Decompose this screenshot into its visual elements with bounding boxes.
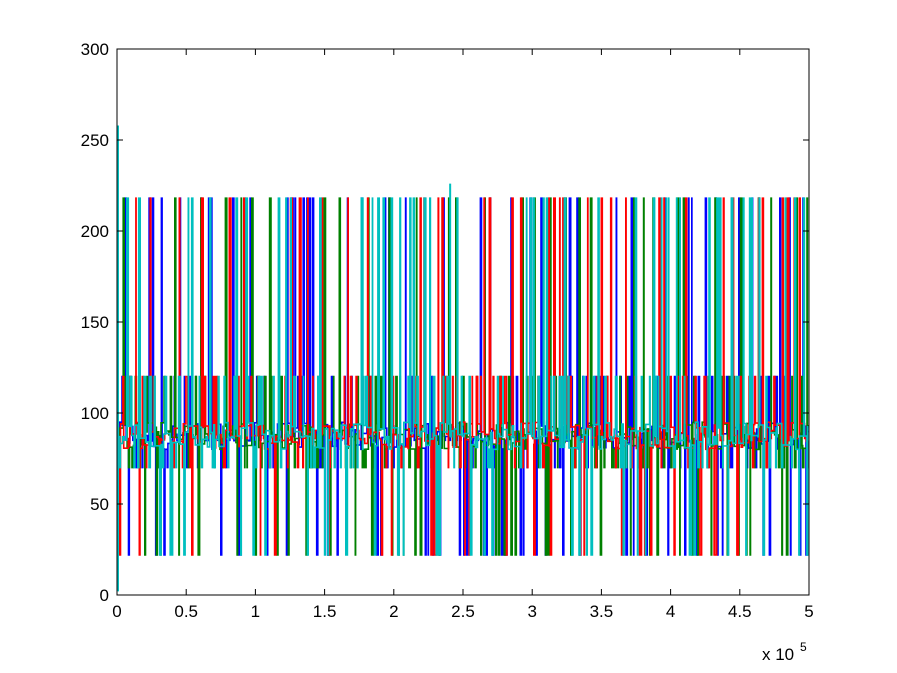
y-axis-ticks: 0 50 100 150 200 250 300 bbox=[81, 40, 809, 605]
x-multiplier-base: x 10 bbox=[762, 645, 794, 664]
x-tick-label: 0.5 bbox=[174, 602, 198, 621]
x-tick-label: 2 bbox=[389, 602, 398, 621]
x-tick-label: 3.5 bbox=[590, 602, 614, 621]
x-tick-label: 1.5 bbox=[313, 602, 337, 621]
x-multiplier-exponent: 5 bbox=[800, 640, 807, 654]
y-tick-label: 150 bbox=[81, 313, 109, 332]
series-line-3 bbox=[117, 197, 809, 556]
x-tick-label: 4 bbox=[666, 602, 675, 621]
x-tick-label: 3 bbox=[527, 602, 536, 621]
x-tick-label: 5 bbox=[804, 602, 813, 621]
y-tick-label: 300 bbox=[81, 40, 109, 59]
x-tick-label: 2.5 bbox=[451, 602, 475, 621]
x-tick-label: 4.5 bbox=[728, 602, 752, 621]
x-tick-label: 1 bbox=[251, 602, 260, 621]
plot-area bbox=[117, 125, 809, 592]
x-axis-ticks: 0 0.5 1 1.5 2 2.5 3 3.5 4 4.5 5 bbox=[112, 49, 814, 621]
series-3 bbox=[117, 197, 809, 556]
y-tick-label: 50 bbox=[90, 495, 109, 514]
x-tick-label: 0 bbox=[112, 602, 121, 621]
y-tick-label: 250 bbox=[81, 131, 109, 150]
y-tick-label: 100 bbox=[81, 404, 109, 423]
y-tick-label: 200 bbox=[81, 222, 109, 241]
y-tick-label: 0 bbox=[100, 586, 109, 605]
x-axis-multiplier: x 10 5 bbox=[762, 640, 807, 664]
